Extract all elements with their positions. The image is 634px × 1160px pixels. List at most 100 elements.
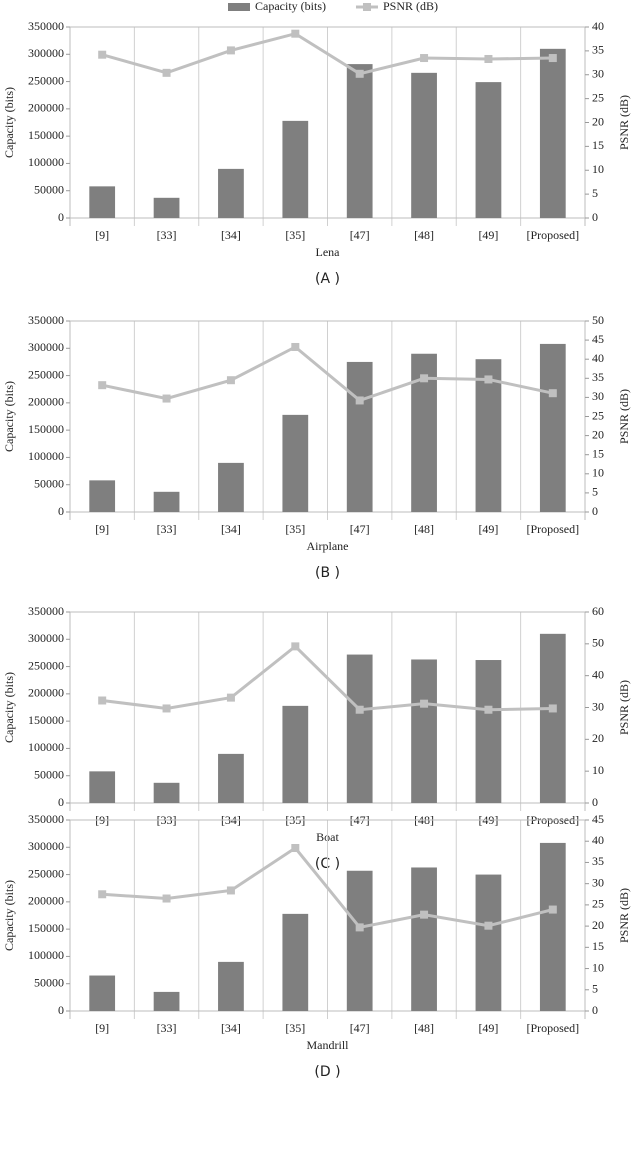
marker: [548, 54, 557, 63]
marker: [355, 923, 364, 932]
marker: [484, 705, 493, 714]
marker: [420, 374, 429, 383]
x-tick-label: [48]: [414, 1021, 434, 1035]
x-tick-label: [49]: [478, 522, 498, 536]
y2-tick-label: 30: [592, 699, 604, 713]
marker: [162, 704, 171, 713]
bar: [153, 782, 180, 803]
y2-tick-label: 45: [592, 812, 604, 826]
marker: [548, 905, 557, 914]
x-tick-label: [35]: [285, 1021, 305, 1035]
marker: [420, 54, 429, 63]
x-tick-label: [9]: [95, 228, 109, 242]
y-tick-label: 150000: [28, 713, 64, 727]
y2-tick-label: 30: [592, 389, 604, 403]
marker: [98, 381, 107, 390]
marker: [484, 54, 493, 63]
x-tick-label: [34]: [221, 1021, 241, 1035]
y2-tick-label: 5: [592, 485, 598, 499]
y2-tick-label: 15: [592, 138, 604, 152]
x-tick-label: [Proposed]: [526, 1021, 579, 1035]
legend-label: Capacity (bits): [255, 0, 326, 13]
y-tick-label: 250000: [28, 367, 64, 381]
bar: [218, 462, 244, 512]
y-tick-label: 350000: [28, 313, 64, 327]
y2-tick-label: 40: [592, 833, 604, 847]
y-tick-label: 0: [58, 1003, 64, 1017]
y-tick-label: 200000: [28, 395, 64, 409]
y-tick-label: 100000: [28, 740, 64, 754]
y2-tick-label: 45: [592, 332, 604, 346]
y2-tick-label: 5: [592, 186, 598, 200]
y-axis-label: Capacity (bits): [2, 672, 16, 743]
marker: [355, 396, 364, 405]
bar: [475, 660, 502, 803]
marker: [226, 693, 235, 702]
y2-axis-label: PSNR (dB): [617, 680, 631, 735]
y-tick-label: 50000: [34, 975, 64, 989]
bar: [346, 64, 373, 218]
marker: [548, 704, 557, 713]
y2-tick-label: 0: [592, 1003, 598, 1017]
y2-tick-label: 35: [592, 370, 604, 384]
y-tick-label: 350000: [28, 812, 64, 826]
bar: [346, 361, 373, 512]
y2-tick-label: 60: [592, 604, 604, 618]
y-tick-label: 50000: [34, 182, 64, 196]
y-tick-label: 250000: [28, 73, 64, 87]
x-axis-label: Lena: [316, 245, 341, 259]
y-axis-label: Capacity (bits): [2, 381, 16, 452]
marker: [484, 375, 493, 384]
marker: [291, 844, 300, 853]
y2-tick-label: 50: [592, 313, 604, 327]
y2-tick-label: 35: [592, 854, 604, 868]
x-tick-label: [49]: [478, 228, 498, 242]
marker: [98, 890, 107, 899]
y2-tick-label: 10: [592, 162, 604, 176]
x-tick-label: [34]: [221, 228, 241, 242]
bar: [153, 991, 180, 1011]
line: [101, 32, 553, 76]
legend-swatch: [228, 3, 250, 11]
y-tick-label: 150000: [28, 128, 64, 142]
bar: [411, 659, 437, 803]
y2-axis-label: PSNR (dB): [617, 888, 631, 943]
marker: [291, 29, 300, 38]
y2-tick-label: 25: [592, 90, 604, 104]
bar: [475, 359, 502, 512]
marker: [548, 389, 557, 398]
y-tick-label: 350000: [28, 19, 64, 33]
y2-axis-label: PSNR (dB): [617, 389, 631, 444]
bar: [153, 491, 180, 512]
marker: [420, 699, 429, 708]
x-tick-label: [35]: [285, 522, 305, 536]
x-tick-label: [33]: [157, 228, 177, 242]
bar: [411, 72, 437, 218]
y-tick-label: 350000: [28, 604, 64, 618]
x-tick-label: [48]: [414, 228, 434, 242]
bar: [89, 975, 116, 1011]
legend-label: PSNR (dB): [383, 0, 438, 13]
y2-tick-label: 35: [592, 43, 604, 57]
bar: [475, 82, 502, 218]
bar: [475, 874, 502, 1011]
x-axis-label: Mandrill: [307, 1038, 350, 1052]
y-tick-label: 200000: [28, 686, 64, 700]
y-axis-label: Capacity (bits): [2, 880, 16, 951]
marker: [226, 376, 235, 385]
marker: [98, 696, 107, 705]
x-tick-label: [9]: [95, 1021, 109, 1035]
y-tick-label: 0: [58, 210, 64, 224]
y-tick-label: 150000: [28, 422, 64, 436]
y2-tick-label: 10: [592, 763, 604, 777]
bar: [282, 120, 309, 218]
x-tick-label: [Proposed]: [526, 228, 579, 242]
y-tick-label: 300000: [28, 46, 64, 60]
y2-tick-label: 0: [592, 795, 598, 809]
y2-tick-label: 20: [592, 427, 604, 441]
y-tick-label: 300000: [28, 839, 64, 853]
y-tick-label: 200000: [28, 894, 64, 908]
marker: [420, 910, 429, 919]
bar: [346, 870, 373, 1011]
